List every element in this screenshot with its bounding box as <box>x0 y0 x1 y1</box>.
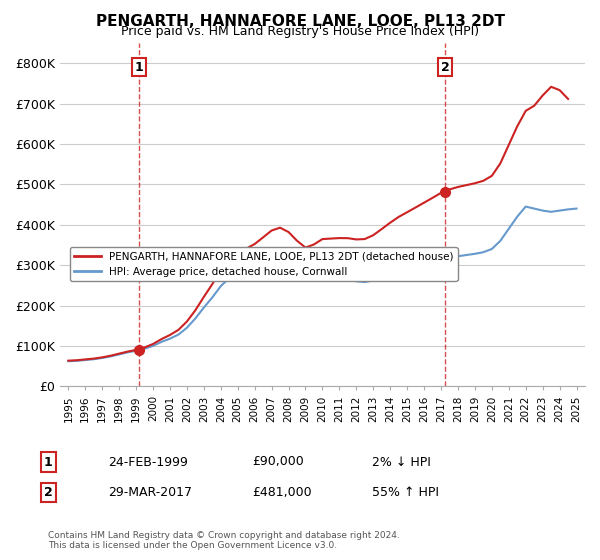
Text: 55% ↑ HPI: 55% ↑ HPI <box>372 486 439 500</box>
Text: 2% ↓ HPI: 2% ↓ HPI <box>372 455 431 469</box>
Text: 2: 2 <box>44 486 52 500</box>
Text: £90,000: £90,000 <box>252 455 304 469</box>
Text: Contains HM Land Registry data © Crown copyright and database right 2024.
This d: Contains HM Land Registry data © Crown c… <box>48 530 400 550</box>
Text: Price paid vs. HM Land Registry's House Price Index (HPI): Price paid vs. HM Land Registry's House … <box>121 25 479 38</box>
Text: 24-FEB-1999: 24-FEB-1999 <box>108 455 188 469</box>
Text: 1: 1 <box>134 60 143 73</box>
Text: 2: 2 <box>441 60 449 73</box>
Text: PENGARTH, HANNAFORE LANE, LOOE, PL13 2DT: PENGARTH, HANNAFORE LANE, LOOE, PL13 2DT <box>95 14 505 29</box>
Text: £481,000: £481,000 <box>252 486 311 500</box>
Text: 29-MAR-2017: 29-MAR-2017 <box>108 486 192 500</box>
Legend: PENGARTH, HANNAFORE LANE, LOOE, PL13 2DT (detached house), HPI: Average price, d: PENGARTH, HANNAFORE LANE, LOOE, PL13 2DT… <box>70 248 458 281</box>
Text: 1: 1 <box>44 455 52 469</box>
